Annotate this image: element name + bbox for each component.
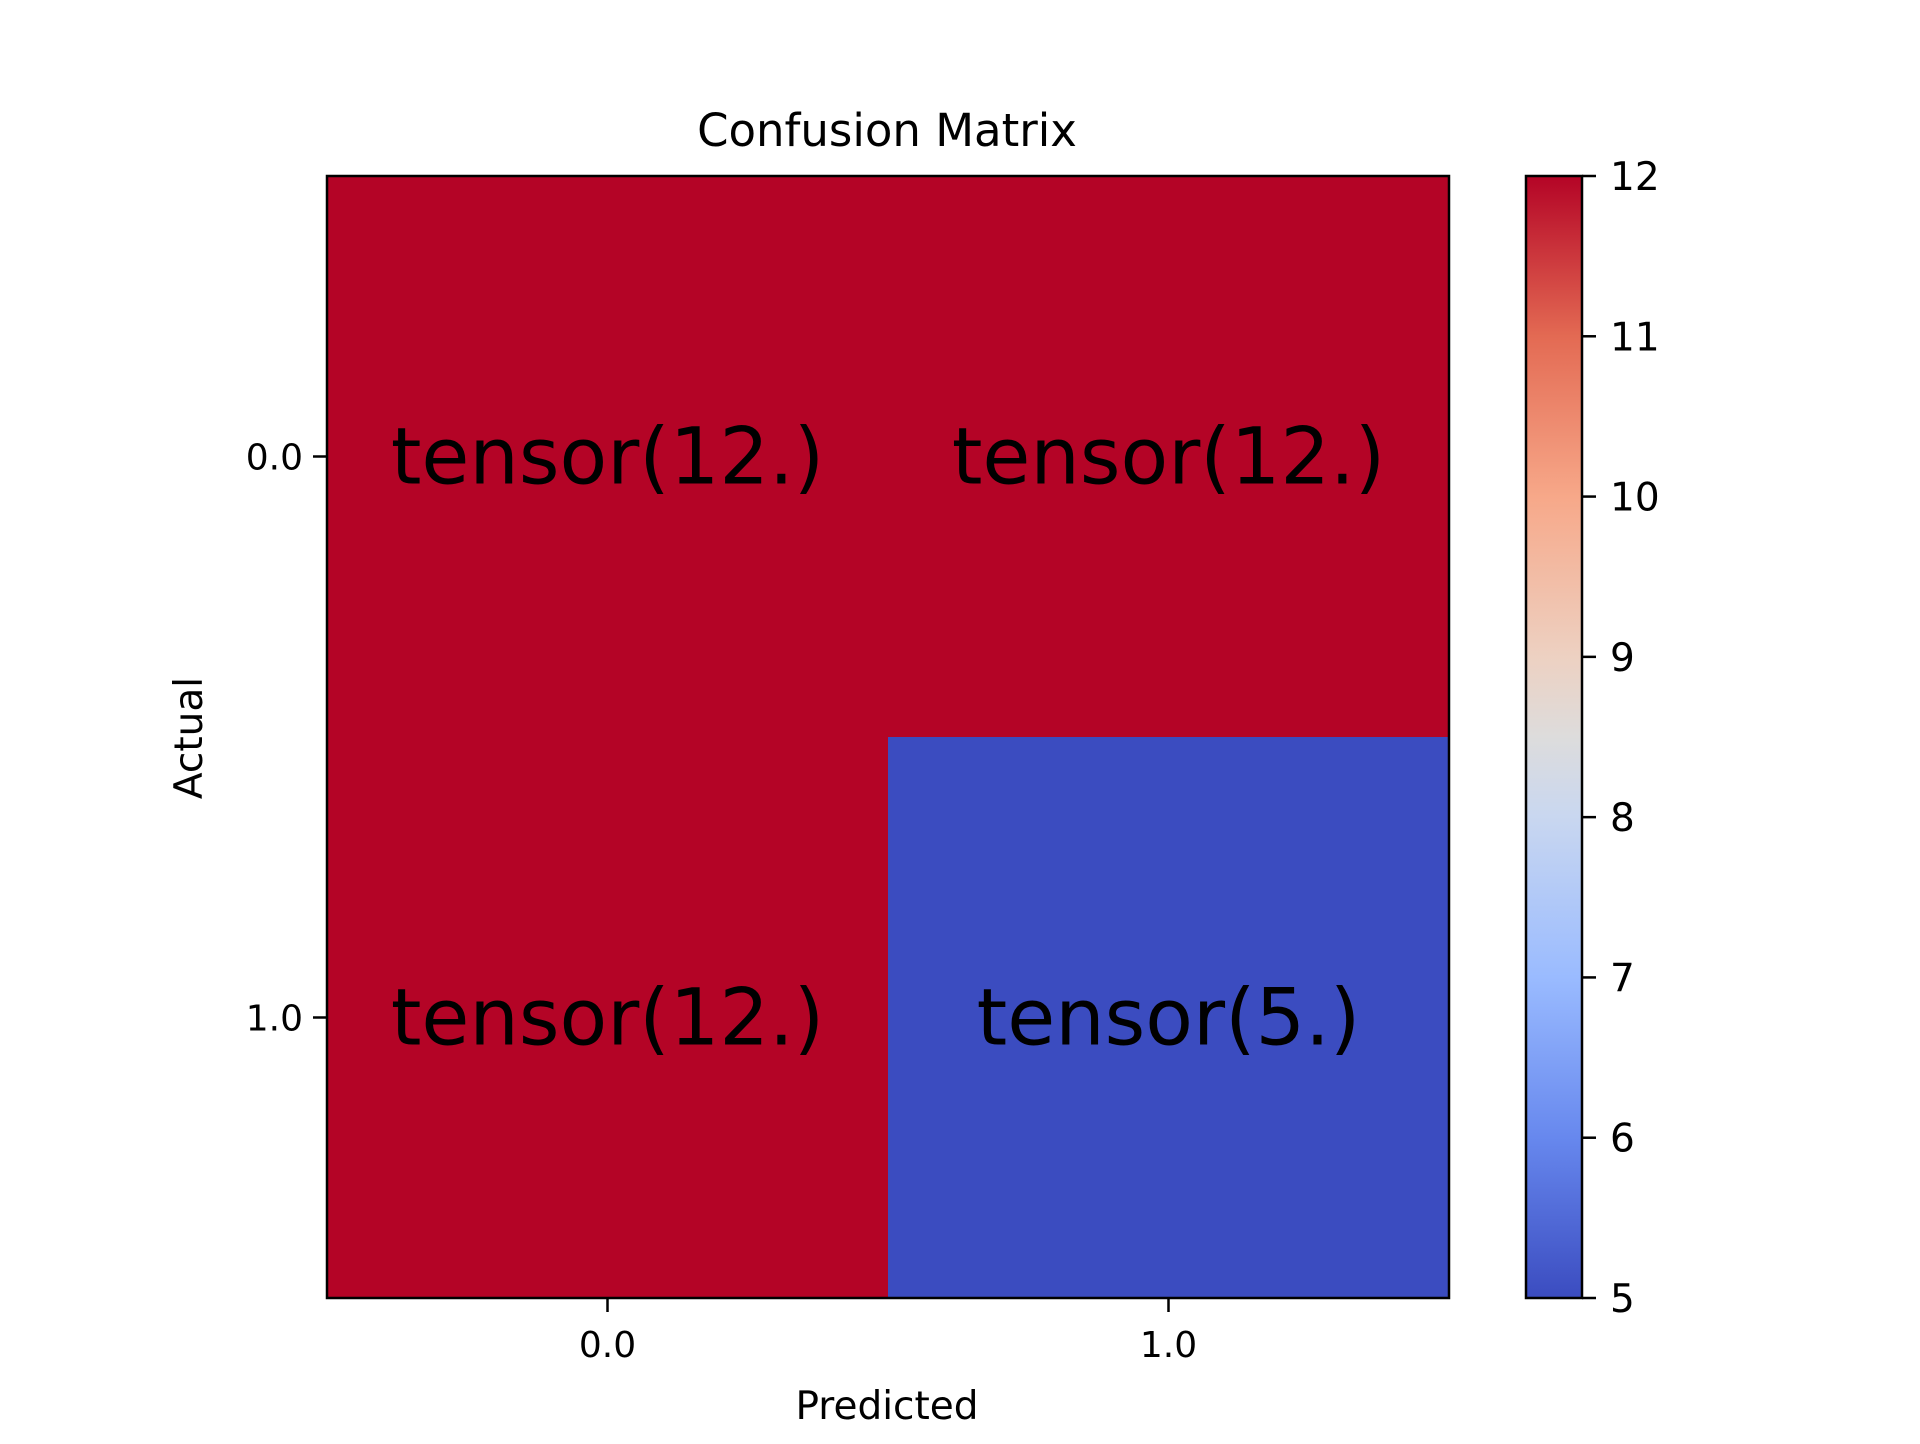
x-axis-label: Predicted [795,1384,978,1429]
heatmap-cell-1-0 [327,737,889,1299]
colorbar-tick-label: 9 [1610,636,1635,681]
colorbar-ticks: 5 6 7 8 9 10 11 12 [1582,155,1660,1322]
colorbar-tick-label: 11 [1610,315,1660,360]
y-ticks: 0.0 1.0 [246,438,327,1040]
cell-label-0-1: tensor(12.) [952,413,1385,503]
cell-label-1-1: tensor(5.) [977,974,1361,1064]
x-ticks: 0.0 1.0 [579,1298,1197,1366]
chart-title: Confusion Matrix [697,104,1077,157]
heatmap-cell-0-0 [327,176,889,738]
heatmap-cells [327,176,1450,1299]
x-tick-label: 1.0 [1140,1325,1197,1366]
colorbar-tick-label: 7 [1610,956,1635,1001]
colorbar-tick-label: 6 [1610,1117,1635,1162]
cell-label-1-0: tensor(12.) [391,974,824,1064]
x-tick-label: 0.0 [579,1325,636,1366]
y-tick-label: 0.0 [246,438,303,479]
colorbar-tick-label: 5 [1610,1277,1635,1322]
colorbar-tick-label: 10 [1610,476,1660,521]
cell-label-0-0: tensor(12.) [391,413,824,503]
colorbar [1524,174,1584,1300]
colorbar-tick-label: 12 [1610,155,1660,200]
heatmap-cell-1-1 [888,737,1450,1299]
cell-labels: tensor(12.) tensor(12.) tensor(12.) tensor(… [391,413,1385,1064]
y-axis-label: Actual [167,677,212,799]
colorbar-tick-label: 8 [1610,796,1635,841]
plot-frame [325,174,1451,1300]
heatmap-cell-0-1 [888,176,1450,738]
y-tick-label: 1.0 [246,999,303,1040]
